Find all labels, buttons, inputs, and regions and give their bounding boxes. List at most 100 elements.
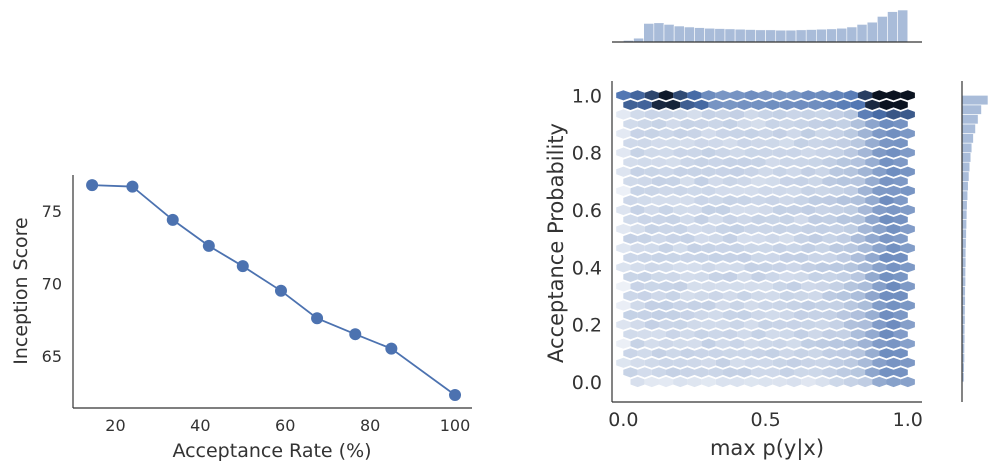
hexbin-cell bbox=[829, 185, 844, 196]
hexbin-cell bbox=[786, 300, 802, 311]
hexbin-cell bbox=[644, 243, 659, 254]
hexbin-cell bbox=[701, 147, 716, 158]
hexbin-cell bbox=[673, 319, 688, 330]
hexbin-cell bbox=[772, 185, 787, 196]
hexbin-cell bbox=[794, 329, 809, 340]
hexbin-cell bbox=[865, 157, 880, 168]
joint-chart: 0.0 0.5 1.0 0.00.20.40.60.81.0 max p(y|x) … bbox=[544, 9, 989, 461]
hexbin-cell bbox=[758, 319, 773, 330]
hexbin-cell bbox=[637, 252, 652, 263]
hexbin-cell bbox=[808, 99, 823, 110]
hexbin-cell bbox=[886, 281, 901, 292]
hexbin-cell bbox=[758, 357, 773, 368]
hexbin-cell bbox=[708, 367, 723, 378]
hexbin-cell bbox=[644, 376, 659, 388]
hexbin-cell bbox=[616, 128, 631, 139]
hexbin-cell bbox=[858, 109, 873, 120]
hexbin-cell bbox=[836, 157, 851, 168]
hexbin-cell bbox=[765, 367, 780, 378]
marginal-x-bar bbox=[866, 21, 878, 43]
hexbin-cell bbox=[808, 348, 823, 359]
hexbin-cell bbox=[886, 90, 901, 101]
hexbin-cell bbox=[865, 309, 880, 321]
hexbin-cell bbox=[630, 109, 645, 120]
hexbin-cell bbox=[850, 271, 866, 282]
hexbin-cell bbox=[879, 348, 894, 359]
line-chart-y-label: Inception Score bbox=[10, 217, 32, 365]
hexbin-cell bbox=[879, 271, 894, 282]
joint-y-ticks: 0.0 0.2 0.4 0.6 0.8 1.0 bbox=[572, 85, 602, 394]
hexbin-cell bbox=[836, 233, 851, 244]
hexbin-cell bbox=[616, 224, 631, 235]
hexbin-cell bbox=[900, 90, 915, 101]
hexbin-cell bbox=[644, 262, 659, 273]
hexbin-cell bbox=[765, 233, 780, 244]
hexbin-cell bbox=[850, 329, 866, 340]
hexbin-cell bbox=[808, 309, 823, 321]
hexbin-cell bbox=[893, 157, 908, 168]
hexbin-cell bbox=[872, 376, 887, 388]
hexbin-cell bbox=[715, 224, 731, 235]
hexbin-cell bbox=[794, 252, 809, 263]
hexbin-cell bbox=[737, 309, 752, 321]
hexbin-cell bbox=[737, 99, 752, 110]
hexbin-cell bbox=[737, 367, 752, 378]
hexbin-cell bbox=[687, 185, 702, 196]
hexbin-cell bbox=[616, 357, 631, 368]
hexbin-cell bbox=[843, 319, 858, 330]
hexbin-cell bbox=[801, 109, 816, 120]
hexbin-cell bbox=[886, 300, 901, 311]
hexbin-cell bbox=[879, 195, 894, 206]
marginal-y-bar bbox=[961, 114, 979, 125]
marginal-x-bar bbox=[856, 24, 868, 43]
hexbin-cell bbox=[730, 319, 745, 330]
hexbin-cell bbox=[900, 376, 915, 388]
hexbin-cell bbox=[708, 309, 723, 321]
hexbin-cell bbox=[850, 214, 866, 225]
hexbin-cell bbox=[637, 157, 652, 168]
hexbin-cell bbox=[801, 357, 816, 368]
hexbin-cell bbox=[879, 157, 894, 168]
hexbin-cell bbox=[794, 233, 809, 244]
hexbin-cell bbox=[886, 185, 901, 196]
hexbin-cell bbox=[850, 348, 866, 359]
hexbin-cell bbox=[858, 300, 873, 311]
line-chart-point bbox=[166, 213, 179, 226]
hexbin-cell bbox=[637, 195, 652, 206]
hexbin-cell bbox=[829, 319, 844, 330]
hexbin-cell bbox=[630, 185, 645, 196]
hexbin-cell bbox=[765, 214, 780, 225]
hexbin-cell bbox=[829, 128, 844, 139]
hexbin-cell bbox=[658, 90, 674, 101]
hexbin-cell bbox=[858, 128, 873, 139]
hexbin-cell bbox=[658, 243, 674, 254]
line-chart-point bbox=[274, 284, 287, 297]
hexbin-cell bbox=[680, 99, 695, 110]
hexbin-cell bbox=[779, 233, 795, 244]
hexbin-cell bbox=[687, 300, 702, 311]
hexbin-cell bbox=[850, 195, 866, 206]
joint-y-tick-label: 0.0 bbox=[572, 372, 602, 394]
hexbin-cell bbox=[815, 166, 830, 177]
hexbin-cell bbox=[744, 357, 759, 368]
hexbin-cell bbox=[715, 90, 731, 101]
hexbin-cell bbox=[858, 166, 873, 177]
hexbin-cell bbox=[708, 252, 723, 263]
hexbin-cell bbox=[630, 224, 645, 235]
hexbin-cell bbox=[900, 319, 915, 330]
hexbin-cell bbox=[865, 367, 880, 378]
hexbin-cell bbox=[722, 195, 738, 206]
hexbin-cell bbox=[836, 195, 851, 206]
hexbin-cell bbox=[623, 367, 638, 378]
hexbin-cell bbox=[722, 348, 738, 359]
hexbin-cell bbox=[694, 252, 709, 263]
hexbin-cell bbox=[872, 338, 887, 349]
hexbin-cell bbox=[658, 376, 674, 388]
hexbin-cell bbox=[879, 99, 894, 110]
hexbin-cell bbox=[815, 376, 830, 388]
marginal-x-bar bbox=[653, 22, 665, 43]
hexbin-cell bbox=[680, 176, 695, 187]
hexbin-cell bbox=[858, 147, 873, 158]
hexbin-cell bbox=[865, 329, 880, 340]
